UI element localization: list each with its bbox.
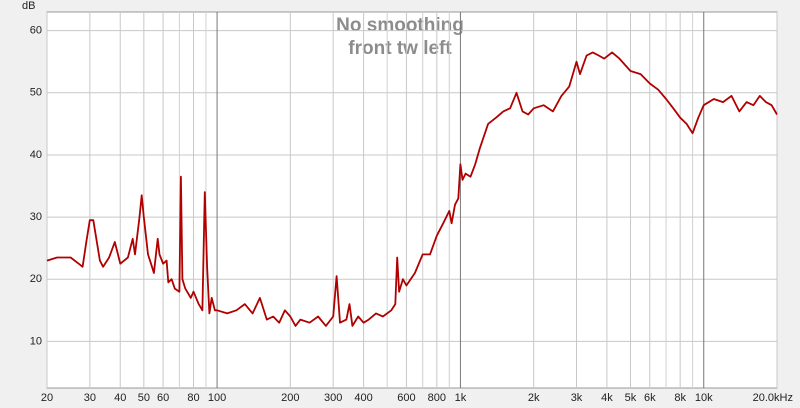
x-tick-label: 8k [674,392,686,404]
x-tick-label: 5k [625,392,637,404]
x-tick-label: 50 [138,392,150,404]
y-tick-label: 50 [30,87,42,99]
y-axis-label: dB [22,0,35,12]
y-tick-label: 40 [30,149,42,161]
x-tick-label: 6k [644,392,656,404]
x-tick-label: 800 [428,392,446,404]
x-tick-label: 600 [397,392,415,404]
y-tick-label: 60 [30,25,42,37]
x-tick-label: 40 [114,392,126,404]
x-tick-label: 200 [281,392,299,404]
chart-subtitle: front tw left [348,38,452,59]
x-tick-label: 10k [695,392,713,404]
x-tick-label: 100 [208,392,226,404]
y-tick-label: 10 [30,335,42,347]
x-tick-label: 20.0kHz [753,392,793,404]
chart-title: No smoothing [336,15,464,36]
y-tick-label: 30 [30,211,42,223]
x-tick-label: 4k [601,392,613,404]
x-tick-label: 60 [157,392,169,404]
x-tick-label: 80 [187,392,199,404]
x-tick-label: 400 [354,392,372,404]
y-tick-label: 20 [30,273,42,285]
plot-area [46,11,778,389]
x-tick-label: 1k [455,392,467,404]
x-tick-label: 2k [528,392,540,404]
response-line [46,51,778,327]
x-tick-label: 30 [84,392,96,404]
x-tick-label: 300 [324,392,342,404]
x-tick-label: 20 [41,392,53,404]
x-tick-label: 3k [571,392,583,404]
